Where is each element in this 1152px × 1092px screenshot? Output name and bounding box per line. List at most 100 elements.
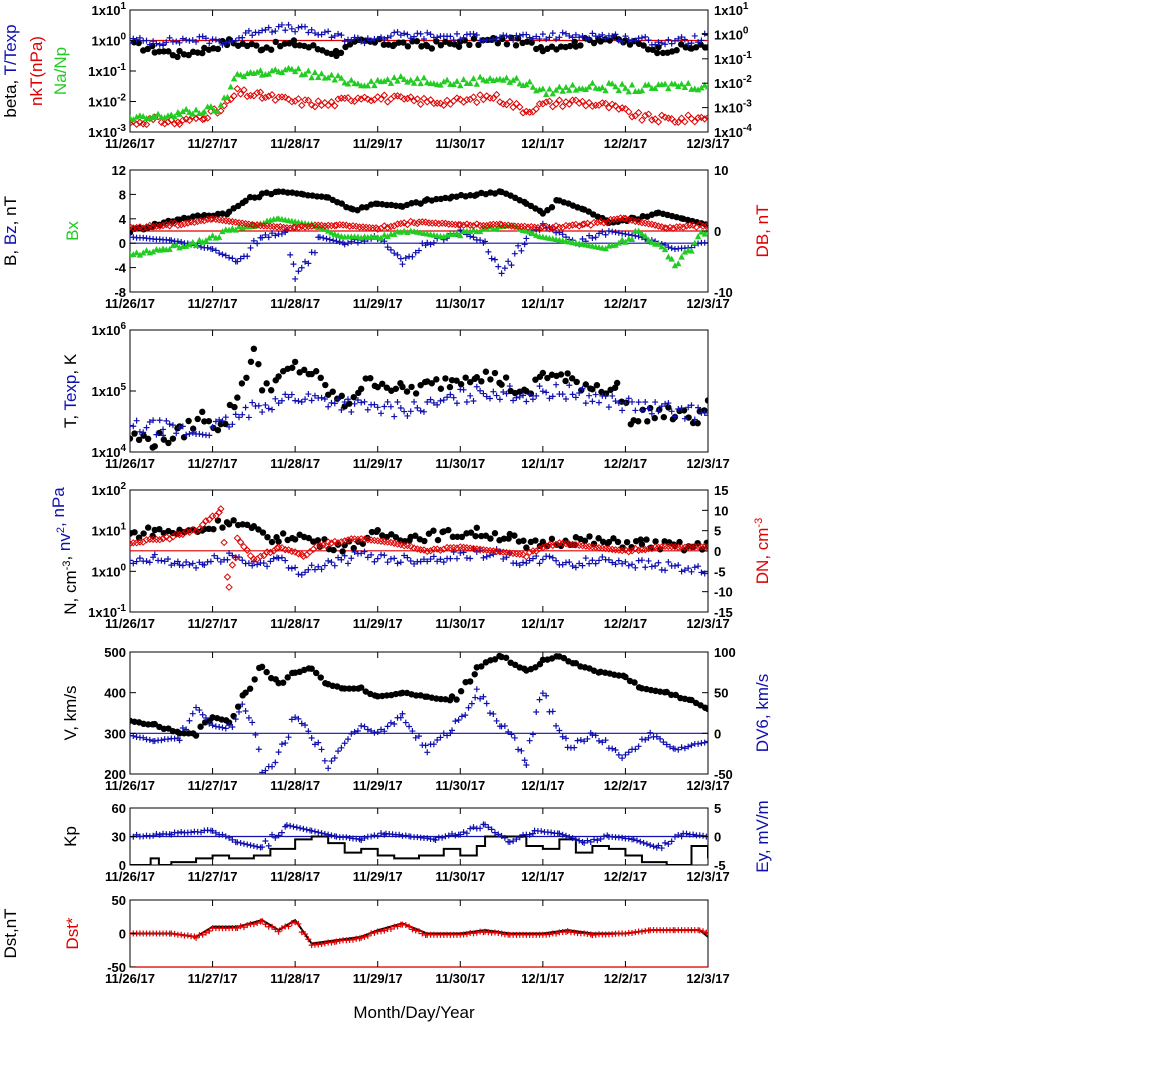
data-point bbox=[488, 255, 495, 262]
data-point bbox=[509, 103, 517, 111]
data-point bbox=[265, 70, 272, 77]
data-point bbox=[495, 263, 502, 270]
data-point bbox=[358, 684, 365, 691]
data-point bbox=[199, 408, 206, 416]
data-point bbox=[704, 543, 708, 551]
data-point bbox=[648, 238, 656, 245]
y-tick-label: 1x105 bbox=[92, 382, 127, 399]
x-tick-label: 12/1/17 bbox=[521, 778, 564, 793]
data-point bbox=[529, 83, 537, 90]
data-point bbox=[331, 32, 338, 39]
data-point bbox=[498, 270, 505, 277]
data-point bbox=[173, 241, 180, 248]
data-point bbox=[206, 720, 213, 727]
data-point bbox=[457, 831, 464, 838]
data-point bbox=[501, 265, 508, 272]
data-point bbox=[559, 29, 566, 36]
data-point bbox=[568, 375, 576, 382]
data-point bbox=[204, 244, 211, 251]
data-point bbox=[393, 220, 402, 228]
data-point bbox=[387, 246, 394, 253]
data-point bbox=[688, 247, 695, 254]
data-point bbox=[222, 252, 229, 259]
data-point bbox=[425, 530, 433, 537]
data-point bbox=[242, 689, 249, 696]
data-point bbox=[282, 66, 289, 73]
data-point bbox=[579, 385, 586, 392]
data-point bbox=[449, 830, 456, 837]
data-point bbox=[371, 929, 378, 936]
data-point bbox=[450, 394, 457, 401]
data-point bbox=[440, 101, 448, 109]
data-point bbox=[245, 223, 253, 230]
data-point bbox=[295, 24, 302, 31]
data-point bbox=[489, 94, 498, 103]
data-point bbox=[665, 559, 672, 566]
data-point bbox=[192, 114, 200, 123]
data-point bbox=[295, 715, 302, 722]
data-point bbox=[490, 710, 497, 717]
data-point bbox=[658, 845, 665, 852]
data-point bbox=[267, 46, 275, 53]
data-point bbox=[406, 923, 413, 930]
data-point bbox=[333, 833, 340, 840]
data-point bbox=[225, 583, 233, 591]
data-point bbox=[589, 398, 596, 405]
data-point bbox=[367, 374, 374, 382]
data-point bbox=[231, 403, 238, 411]
y-tick-label: 1x10-3 bbox=[88, 123, 126, 140]
data-point bbox=[258, 663, 266, 671]
data-point bbox=[140, 833, 147, 840]
data-point bbox=[602, 87, 609, 94]
data-point bbox=[629, 929, 636, 936]
data-point bbox=[174, 558, 181, 565]
data-point bbox=[628, 113, 636, 121]
data-point bbox=[662, 839, 669, 846]
data-point bbox=[602, 737, 609, 744]
data-point bbox=[661, 80, 669, 87]
data-point bbox=[265, 405, 272, 412]
data-point bbox=[390, 222, 398, 230]
data-point bbox=[485, 824, 492, 831]
data-point bbox=[311, 741, 318, 748]
data-point bbox=[663, 741, 670, 748]
data-point bbox=[288, 97, 296, 106]
data-point bbox=[285, 564, 292, 571]
data-point bbox=[317, 674, 324, 681]
data-point bbox=[586, 392, 593, 399]
data-point bbox=[523, 81, 530, 88]
data-point bbox=[196, 559, 203, 566]
data-point bbox=[700, 115, 708, 123]
data-point bbox=[298, 101, 306, 110]
data-point bbox=[161, 114, 168, 121]
data-point bbox=[234, 839, 241, 846]
beta-temperature-ratio-panel: 11/26/17 11/27/17 11/28/17 11/29/17 11/30/17… bbox=[1, 1, 752, 151]
data-point bbox=[199, 931, 206, 938]
data-point bbox=[448, 693, 456, 700]
data-point bbox=[219, 724, 226, 731]
data-point bbox=[381, 231, 388, 238]
data-point bbox=[566, 382, 573, 389]
data-point bbox=[669, 224, 678, 232]
data-point bbox=[216, 416, 223, 423]
data-point bbox=[253, 89, 261, 97]
data-point bbox=[412, 532, 419, 539]
data-point bbox=[652, 562, 659, 569]
data-point bbox=[250, 921, 257, 928]
data-point bbox=[612, 747, 619, 754]
data-point bbox=[202, 237, 210, 244]
data-point bbox=[193, 704, 200, 711]
data-point bbox=[416, 733, 422, 740]
data-point bbox=[447, 555, 454, 562]
data-point bbox=[265, 234, 272, 241]
data-point bbox=[259, 234, 266, 241]
data-point bbox=[285, 734, 292, 741]
data-point bbox=[503, 74, 510, 81]
y-right-tick-label: 1x10-2 bbox=[714, 74, 752, 91]
data-point bbox=[681, 83, 689, 90]
data-point bbox=[284, 674, 291, 681]
data-point bbox=[509, 76, 517, 83]
dst-panel: 11/26/17 11/27/17 11/28/17 11/29/17 11/30/17… bbox=[1, 893, 730, 986]
data-point bbox=[295, 65, 302, 72]
data-point bbox=[482, 238, 489, 245]
